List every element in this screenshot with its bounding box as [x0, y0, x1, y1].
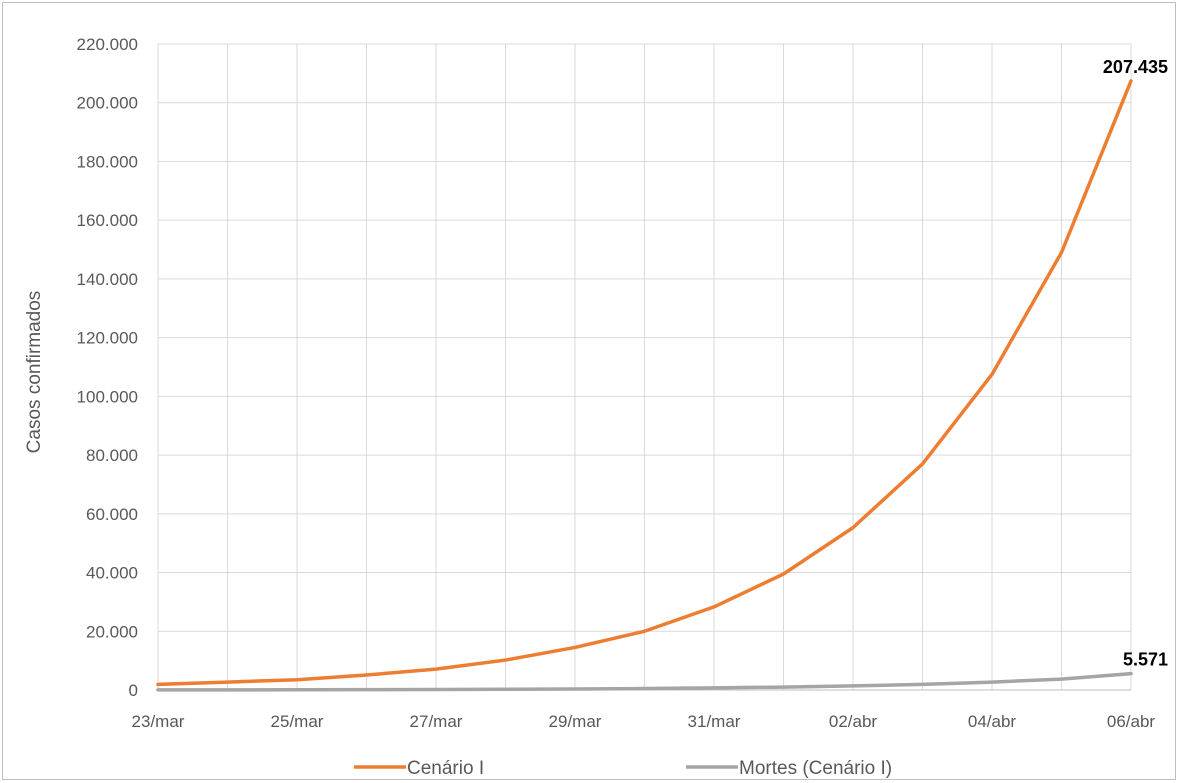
x-tick-label: 29/mar [549, 712, 602, 731]
x-tick-label: 25/mar [271, 712, 324, 731]
y-tick-label: 200.000 [77, 94, 138, 113]
y-tick-label: 60.000 [86, 505, 138, 524]
series-line-1 [156, 79, 1133, 687]
x-tick-label: 06/abr [1107, 712, 1156, 731]
y-tick-label: 40.000 [86, 564, 138, 583]
series-lines [156, 79, 1133, 692]
y-tick-label: 120.000 [77, 329, 138, 348]
y-axis-label: Casos confirmados [24, 291, 45, 454]
x-tick-label: 27/mar [410, 712, 463, 731]
y-tick-label: 180.000 [77, 152, 138, 171]
legend-label-2: Mortes (Cenário I) [739, 758, 892, 779]
end-data-label-1: 207.435 [1103, 57, 1168, 77]
x-tick-label: 04/abr [968, 712, 1017, 731]
legend-label-1: Cenário I [407, 758, 484, 779]
series-line-2 [156, 671, 1133, 692]
data-labels: 207.435 5.571 [1103, 57, 1168, 670]
x-tick-label: 31/mar [688, 712, 741, 731]
y-tick-label: 220.000 [77, 35, 138, 54]
y-axis-ticks: 0 20.000 40.000 60.000 80.000 100.000 120.000 1… [77, 35, 138, 700]
y-tick-label: 160.000 [77, 211, 138, 230]
legend: Cenário I Mortes (Cenário I) [354, 758, 892, 779]
y-tick-label: 140.000 [77, 270, 138, 289]
y-tick-label: 20.000 [86, 622, 138, 641]
x-tick-label: 02/abr [829, 712, 878, 731]
end-data-label-2: 5.571 [1123, 650, 1168, 670]
x-axis-ticks: 23/mar 25/mar 27/mar 29/mar 31/mar 02/abr 04/a… [132, 712, 1156, 731]
y-tick-label: 100.000 [77, 387, 138, 406]
y-tick-label: 80.000 [86, 446, 138, 465]
gridlines [157, 43, 1132, 691]
x-tick-label: 23/mar [132, 712, 185, 731]
y-tick-label: 0 [129, 681, 138, 700]
